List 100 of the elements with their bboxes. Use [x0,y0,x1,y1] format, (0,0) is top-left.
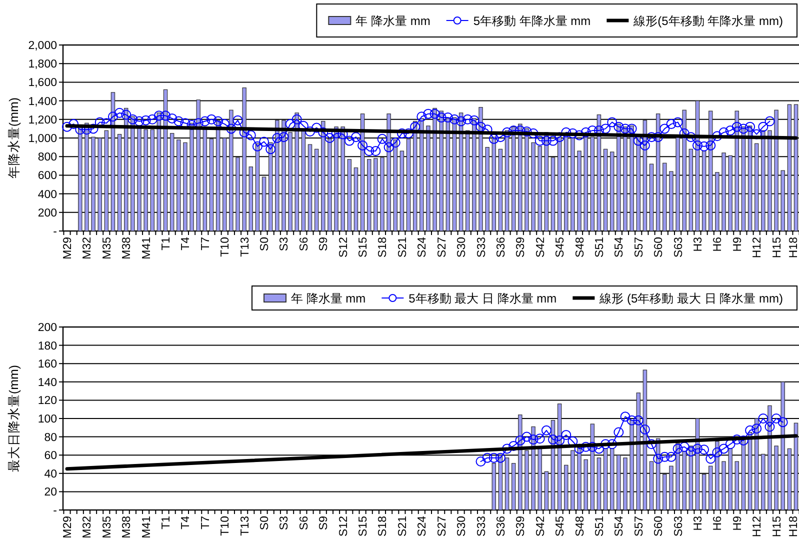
bar [741,438,746,510]
x-tick-label: T7 [200,516,212,530]
bar [321,120,326,232]
bar [577,447,582,510]
x-tick-label: S0 [259,516,272,530]
x-tick-label: S36 [495,516,508,536]
point [607,439,618,450]
bar [761,130,766,232]
bar [262,176,266,232]
bar [715,441,720,510]
bar [117,134,122,232]
bar [400,150,404,232]
bar [662,162,667,232]
bar [708,110,713,232]
bar [386,114,391,232]
point [646,439,657,450]
point [626,415,637,426]
point [534,434,545,444]
bar [754,143,759,232]
point [522,432,532,442]
x-tick-label: S33 [476,237,488,258]
point [587,442,598,452]
point [738,435,748,446]
point [515,435,526,446]
bar [708,466,713,510]
x-tick-label: S9 [318,516,330,530]
x-tick-label: S45 [554,516,567,536]
bar [524,128,529,232]
x-tick-label: S30 [456,237,468,258]
x-tick-label: H15 [771,516,784,538]
bar [518,414,522,510]
x-tick-label: T4 [180,515,192,530]
x-tick-label: S6 [298,237,310,252]
x-tick-label: H15 [771,237,784,258]
point [666,452,676,462]
point [660,452,670,462]
bar [196,100,200,232]
y-tick-label: 1,800 [28,58,57,71]
x-tick-label: S12 [338,237,350,258]
y-tick-label: 140 [38,376,57,389]
bar [301,130,306,232]
bar [104,130,109,232]
bar [662,474,667,510]
bar [518,124,522,232]
bar [584,459,588,510]
legend-label: 5年移動 年降水量 mm [473,14,591,28]
x-tick-label: T13 [239,516,252,536]
bar [610,152,614,232]
bar [642,370,648,510]
x-tick-label: S18 [377,237,390,258]
bar [439,110,444,232]
bar [183,142,188,232]
bar [722,461,726,510]
x-tick-label: M32 [82,516,94,538]
x-tick-label: S51 [594,237,606,258]
bar [485,147,490,232]
bar [308,144,312,232]
y-tick-label: 120 [38,395,57,408]
bar [676,136,680,232]
point [548,434,558,445]
bar [728,448,732,510]
x-tick-label: H12 [752,516,764,538]
bar [734,110,739,232]
bar [787,448,792,510]
bar [780,382,785,510]
bar [531,426,536,510]
x-tick-label: S33 [476,516,488,536]
x-tick-label: S27 [436,237,448,258]
x-tick-label: S21 [396,516,409,536]
bar [432,108,437,232]
y-tick-label: 100 [38,414,57,426]
bar [544,471,549,510]
y-tick-label: 1,400 [28,96,57,108]
x-tick-label: M38 [121,516,134,538]
point [778,417,788,428]
bar [656,114,660,232]
x-tick-label: H3 [692,516,704,531]
point [495,452,506,463]
legend-label: 年 降水量 mm [290,292,366,306]
y-tick-label: - [53,505,58,517]
bar [630,126,634,232]
y-tick-label: - [53,226,58,238]
bar [314,148,319,232]
bar [452,117,457,232]
legend-label: 年 降水量 mm [356,14,430,28]
bar [110,92,116,232]
point [712,447,722,458]
bar [669,466,674,510]
bar [616,454,621,510]
y-axis-title: 最大日降水量(mm) [7,364,21,472]
bar [340,126,345,232]
bar [466,130,470,232]
y-tick-label: 1,600 [28,77,57,90]
point [725,439,736,450]
point [640,424,650,434]
x-tick-label: M29 [62,237,74,260]
bar [492,136,496,232]
x-tick-label: S39 [515,516,528,536]
point [718,444,729,454]
bar [780,170,785,232]
